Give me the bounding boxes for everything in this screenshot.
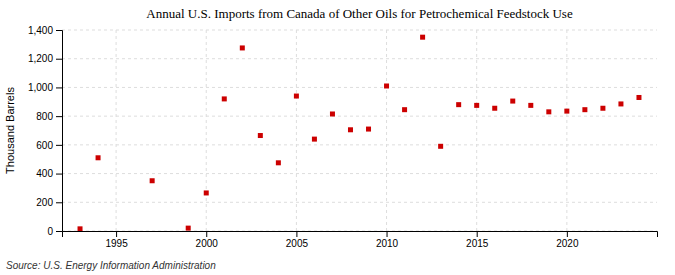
y-tick-label: 1,400 xyxy=(28,25,53,36)
y-tick: 0 xyxy=(47,226,62,237)
y-tick: 400 xyxy=(36,168,62,179)
point xyxy=(528,103,533,108)
point xyxy=(276,160,281,165)
y-tick-mark xyxy=(56,231,62,232)
point xyxy=(582,107,587,112)
y-tick-label: 200 xyxy=(36,197,53,208)
x-tick-label: 2010 xyxy=(376,238,399,249)
x-tick-label: 2000 xyxy=(196,238,219,249)
point xyxy=(384,83,389,88)
grid-line-y xyxy=(62,116,657,117)
point xyxy=(150,178,155,183)
x-tick-mark xyxy=(387,231,388,237)
plot: 1995 2000 2005 2010 2015 2020 0 200 400 600 800 1,0… xyxy=(28,25,658,249)
point xyxy=(348,127,353,132)
points xyxy=(78,35,642,231)
grid-line-x xyxy=(566,30,567,231)
x-tick-mark xyxy=(477,231,478,237)
point xyxy=(96,155,101,160)
y-tick-label: 800 xyxy=(36,111,53,122)
x-tick-label: 2015 xyxy=(466,238,489,249)
grid-line-y xyxy=(62,87,657,88)
chart: 1995 2000 2005 2010 2015 2020 0 200 400 600 800 1,0… xyxy=(0,0,675,275)
grid-line-y xyxy=(62,173,657,174)
y-tick-label: 600 xyxy=(36,140,53,151)
point xyxy=(186,226,191,231)
point xyxy=(222,96,227,101)
y-tick-mark xyxy=(56,145,62,146)
y-tick-mark xyxy=(56,30,62,31)
x-tick-label: 2020 xyxy=(556,238,579,249)
y-tick-mark xyxy=(56,116,62,117)
point xyxy=(366,127,371,132)
y-axis: 0 200 400 600 800 1,000 1,200 1,400 xyxy=(28,25,63,237)
x-tick: 2000 xyxy=(196,231,219,249)
y-tick: 200 xyxy=(36,197,62,208)
grid-line-x xyxy=(206,30,207,231)
grid-line-x xyxy=(386,30,387,231)
x-tick: 1995 xyxy=(105,231,128,249)
point xyxy=(204,190,209,195)
y-tick-label: 0 xyxy=(47,226,53,237)
x-axis: 1995 2000 2005 2010 2015 2020 xyxy=(63,231,658,249)
y-tick: 800 xyxy=(36,111,62,122)
point xyxy=(564,109,569,114)
point xyxy=(636,95,641,100)
source-note: Source: U.S. Energy Information Administ… xyxy=(6,260,216,271)
y-tick-mark xyxy=(56,59,62,60)
y-tick-mark xyxy=(56,202,62,203)
point xyxy=(546,109,551,114)
grid-line-y xyxy=(62,202,657,203)
x-tick-label: 1995 xyxy=(105,238,128,249)
x-tick: 2015 xyxy=(466,231,489,249)
title: Annual U.S. Imports from Canada of Other… xyxy=(146,6,573,21)
y-tick: 1,200 xyxy=(28,53,62,64)
grid-line-y xyxy=(62,30,657,31)
point xyxy=(618,101,623,106)
x-tick-mark xyxy=(206,231,207,237)
point xyxy=(438,144,443,149)
x-tick-mark xyxy=(296,231,297,237)
x-tick: 2005 xyxy=(286,231,309,249)
x-tick: 2010 xyxy=(376,231,399,249)
y-tick-mark xyxy=(56,174,62,175)
point xyxy=(420,35,425,40)
point xyxy=(510,99,515,104)
y-tick-label: 1,000 xyxy=(28,82,53,93)
x-tick-mark xyxy=(116,231,117,237)
grid-line-y xyxy=(62,58,657,59)
x-axis-line xyxy=(63,232,658,238)
x-tick: 2020 xyxy=(556,231,579,249)
point xyxy=(78,226,83,231)
point xyxy=(330,111,335,116)
y-tick-label: 1,200 xyxy=(28,53,53,64)
y-tick: 1,400 xyxy=(28,25,62,36)
point xyxy=(240,45,245,50)
point xyxy=(600,106,605,111)
point xyxy=(258,133,263,138)
grid xyxy=(62,30,657,231)
grid-line-x xyxy=(116,30,117,231)
grid-line-x xyxy=(476,30,477,231)
point xyxy=(402,107,407,112)
y-tick-label: 400 xyxy=(36,168,53,179)
point xyxy=(312,137,317,142)
y-tick: 600 xyxy=(36,140,62,151)
point xyxy=(474,103,479,108)
y-axis-label: Thousand Barrels xyxy=(4,87,16,174)
point xyxy=(492,106,497,111)
y-tick: 1,000 xyxy=(28,82,62,93)
point xyxy=(456,102,461,107)
grid-line-x xyxy=(296,30,297,231)
x-tick-label: 2005 xyxy=(286,238,309,249)
grid-line-y xyxy=(62,144,657,145)
x-tick-mark xyxy=(567,231,568,237)
y-axis-line xyxy=(56,31,63,232)
point xyxy=(294,94,299,99)
y-tick-mark xyxy=(56,87,62,88)
